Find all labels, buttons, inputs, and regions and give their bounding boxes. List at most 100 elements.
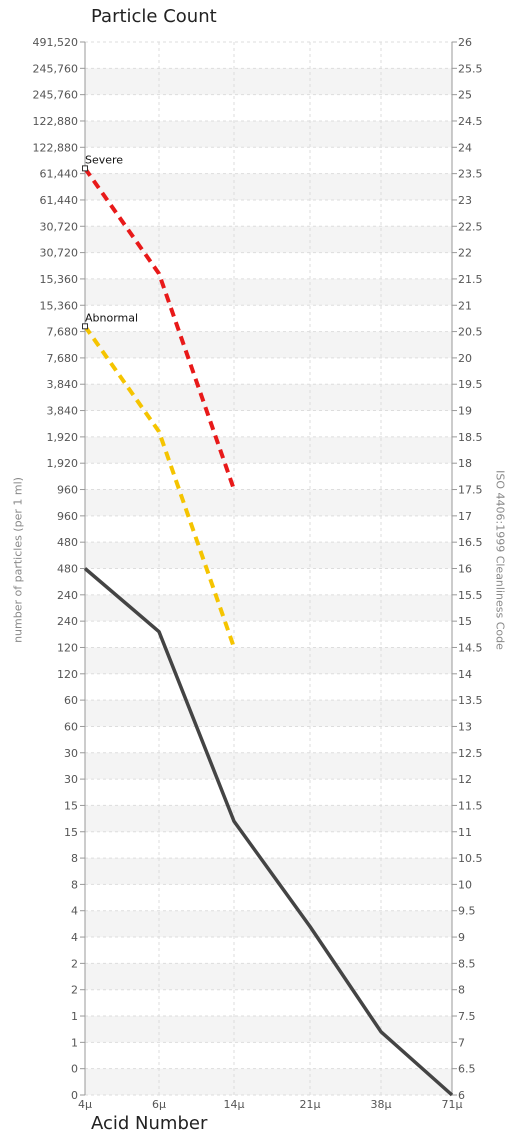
x-tick-label: 21μ	[300, 1098, 321, 1111]
y-tick-label: 120	[57, 668, 78, 681]
y-tick-label: 245,760	[33, 62, 79, 75]
y-tick-label: 240	[57, 615, 78, 628]
y2-tick-label: 18.5	[458, 431, 483, 444]
y2-tick-label: 6.5	[458, 1063, 476, 1076]
y-tick-label: 3,840	[47, 405, 79, 418]
grid-band	[85, 542, 452, 569]
y-tick-label: 7,680	[47, 352, 79, 365]
grid-band	[85, 436, 452, 464]
y-tick-label: 15,360	[40, 299, 79, 312]
y-tick-label: 480	[57, 536, 78, 549]
annotation-label: Abnormal	[85, 311, 138, 324]
y2-tick-label: 12	[458, 773, 472, 786]
y2-tick-label: 13.5	[458, 694, 483, 707]
grid-band	[85, 805, 452, 832]
grid-band	[85, 489, 452, 516]
y2-tick-label: 12.5	[458, 747, 483, 760]
y-tick-label: 4	[71, 931, 78, 944]
y-tick-label: 61,440	[40, 168, 79, 181]
y-tick-label: 480	[57, 563, 78, 576]
x-tick-label: 4μ	[78, 1098, 92, 1111]
y-tick-label: 120	[57, 641, 78, 654]
y-tick-label: 1,920	[47, 431, 79, 444]
grid-band	[85, 384, 452, 411]
y-tick-label: 1,920	[47, 457, 79, 470]
y2-tick-label: 14	[458, 668, 472, 681]
y2-tick-label: 17.5	[458, 484, 483, 497]
y2-tick-label: 14.5	[458, 641, 483, 654]
grid-band	[85, 963, 452, 990]
y-tick-label: 491,520	[33, 36, 79, 49]
y2-tick-label: 25.5	[458, 62, 483, 75]
y2-tick-label: 10	[458, 878, 472, 891]
y2-tick-label: 9.5	[458, 905, 476, 918]
grid-band	[85, 226, 452, 253]
bottom-title: Acid Number	[91, 1113, 208, 1134]
y-tick-label: 960	[57, 484, 78, 497]
y-tick-label: 1	[71, 1036, 78, 1049]
y-tick-label: 1	[71, 1010, 78, 1023]
grid-band	[85, 1016, 452, 1043]
grid-band	[85, 173, 452, 200]
y-tick-label: 2	[71, 957, 78, 970]
y2-tick-label: 9	[458, 931, 465, 944]
y-tick-label: 8	[71, 878, 78, 891]
y-tick-label: 15,360	[40, 273, 79, 286]
y-tick-label: 122,880	[33, 141, 79, 154]
grid-band	[85, 1068, 452, 1095]
series-line-2	[83, 325, 236, 649]
y-tick-label: 4	[71, 905, 78, 918]
y2-tick-label: 23.5	[458, 168, 483, 181]
series-line-0	[83, 567, 454, 1097]
x-tick-label: 38μ	[371, 1098, 392, 1111]
grid-band	[85, 647, 452, 674]
y2-tick-label: 7.5	[458, 1010, 476, 1023]
y2-tick-label: 24	[458, 141, 472, 154]
y-tick-label: 60	[64, 720, 78, 733]
y2-tick-label: 24.5	[458, 115, 483, 128]
grid-band	[85, 910, 452, 938]
y2-tick-label: 8.5	[458, 957, 476, 970]
series-line-1	[83, 167, 236, 491]
grid-band	[85, 594, 452, 622]
y2-tick-label: 13	[458, 720, 472, 733]
y-tick-label: 61,440	[40, 194, 79, 207]
y2-tick-label: 16	[458, 563, 472, 576]
y2-tick-label: 19	[458, 405, 472, 418]
chart-title: Particle Count	[91, 6, 217, 27]
annotation-marker	[82, 165, 88, 172]
y2-tick-label: 6	[458, 1089, 465, 1102]
y-tick-label: 8	[71, 852, 78, 865]
grid-band	[85, 278, 452, 306]
y2-tick-label: 17	[458, 510, 472, 523]
x-tick-label: 71μ	[442, 1098, 463, 1111]
y-tick-label: 30	[64, 747, 78, 760]
grid-band	[85, 752, 452, 780]
y2-tick-label: 21	[458, 299, 472, 312]
y2-tick-label: 22	[458, 247, 472, 260]
y2-tick-label: 15	[458, 615, 472, 628]
annotation-label: Severe	[85, 153, 123, 166]
y-tick-label: 60	[64, 694, 78, 707]
grid-band	[85, 120, 452, 148]
y2-tick-label: 21.5	[458, 273, 483, 286]
y2-tick-label: 7	[458, 1036, 465, 1049]
y2-tick-label: 11.5	[458, 799, 483, 812]
y-tick-label: 7,680	[47, 326, 79, 339]
x-tick-label: 6μ	[152, 1098, 166, 1111]
y2-tick-label: 20.5	[458, 326, 483, 339]
y2-tick-label: 10.5	[458, 852, 483, 865]
y2-tick-label: 16.5	[458, 536, 483, 549]
y-tick-label: 0	[71, 1089, 78, 1102]
y2-tick-label: 26	[458, 36, 472, 49]
grid-band	[85, 331, 452, 358]
y-tick-label: 2	[71, 984, 78, 997]
y2-tick-label: 23	[458, 194, 472, 207]
y-tick-label: 122,880	[33, 115, 79, 128]
y-tick-label: 0	[71, 1063, 78, 1076]
y2-tick-label: 11	[458, 826, 472, 839]
y-tick-label: 15	[64, 826, 78, 839]
y2-tick-label: 18	[458, 457, 472, 470]
y-tick-label: 30,720	[40, 247, 79, 260]
y-tick-label: 30	[64, 773, 78, 786]
